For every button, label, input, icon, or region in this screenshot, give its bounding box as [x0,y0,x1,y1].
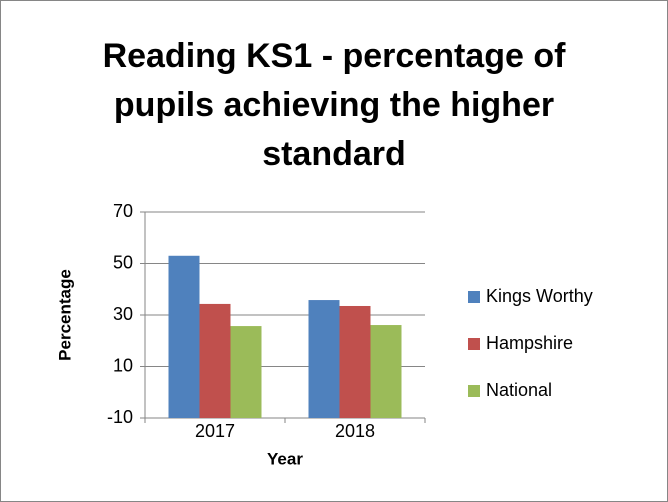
x-axis-title: Year [267,449,303,468]
y-tick-label: 30 [113,304,133,324]
legend-swatch [468,385,480,397]
bar [199,303,231,418]
chart-title: Reading KS1 - percentage of pupils achie… [102,37,566,173]
legend-label: Hampshire [486,333,573,353]
y-axis-title: Percentage [55,269,74,361]
y-tick-label: 10 [113,355,133,375]
x-tick-label: 2017 [195,421,235,441]
x-tick-label: 2018 [335,421,375,441]
legend-label: Kings Worthy [486,286,593,306]
y-tick-label: -10 [107,407,133,427]
legend-swatch [468,291,480,303]
bar [230,326,262,418]
bar [168,255,200,418]
bar [370,325,402,418]
y-tick-label: 50 [113,252,133,272]
bar [308,300,340,418]
y-tick-label: 70 [113,201,133,221]
bar [339,305,371,418]
legend-label: National [486,380,552,400]
legend-swatch [468,338,480,350]
